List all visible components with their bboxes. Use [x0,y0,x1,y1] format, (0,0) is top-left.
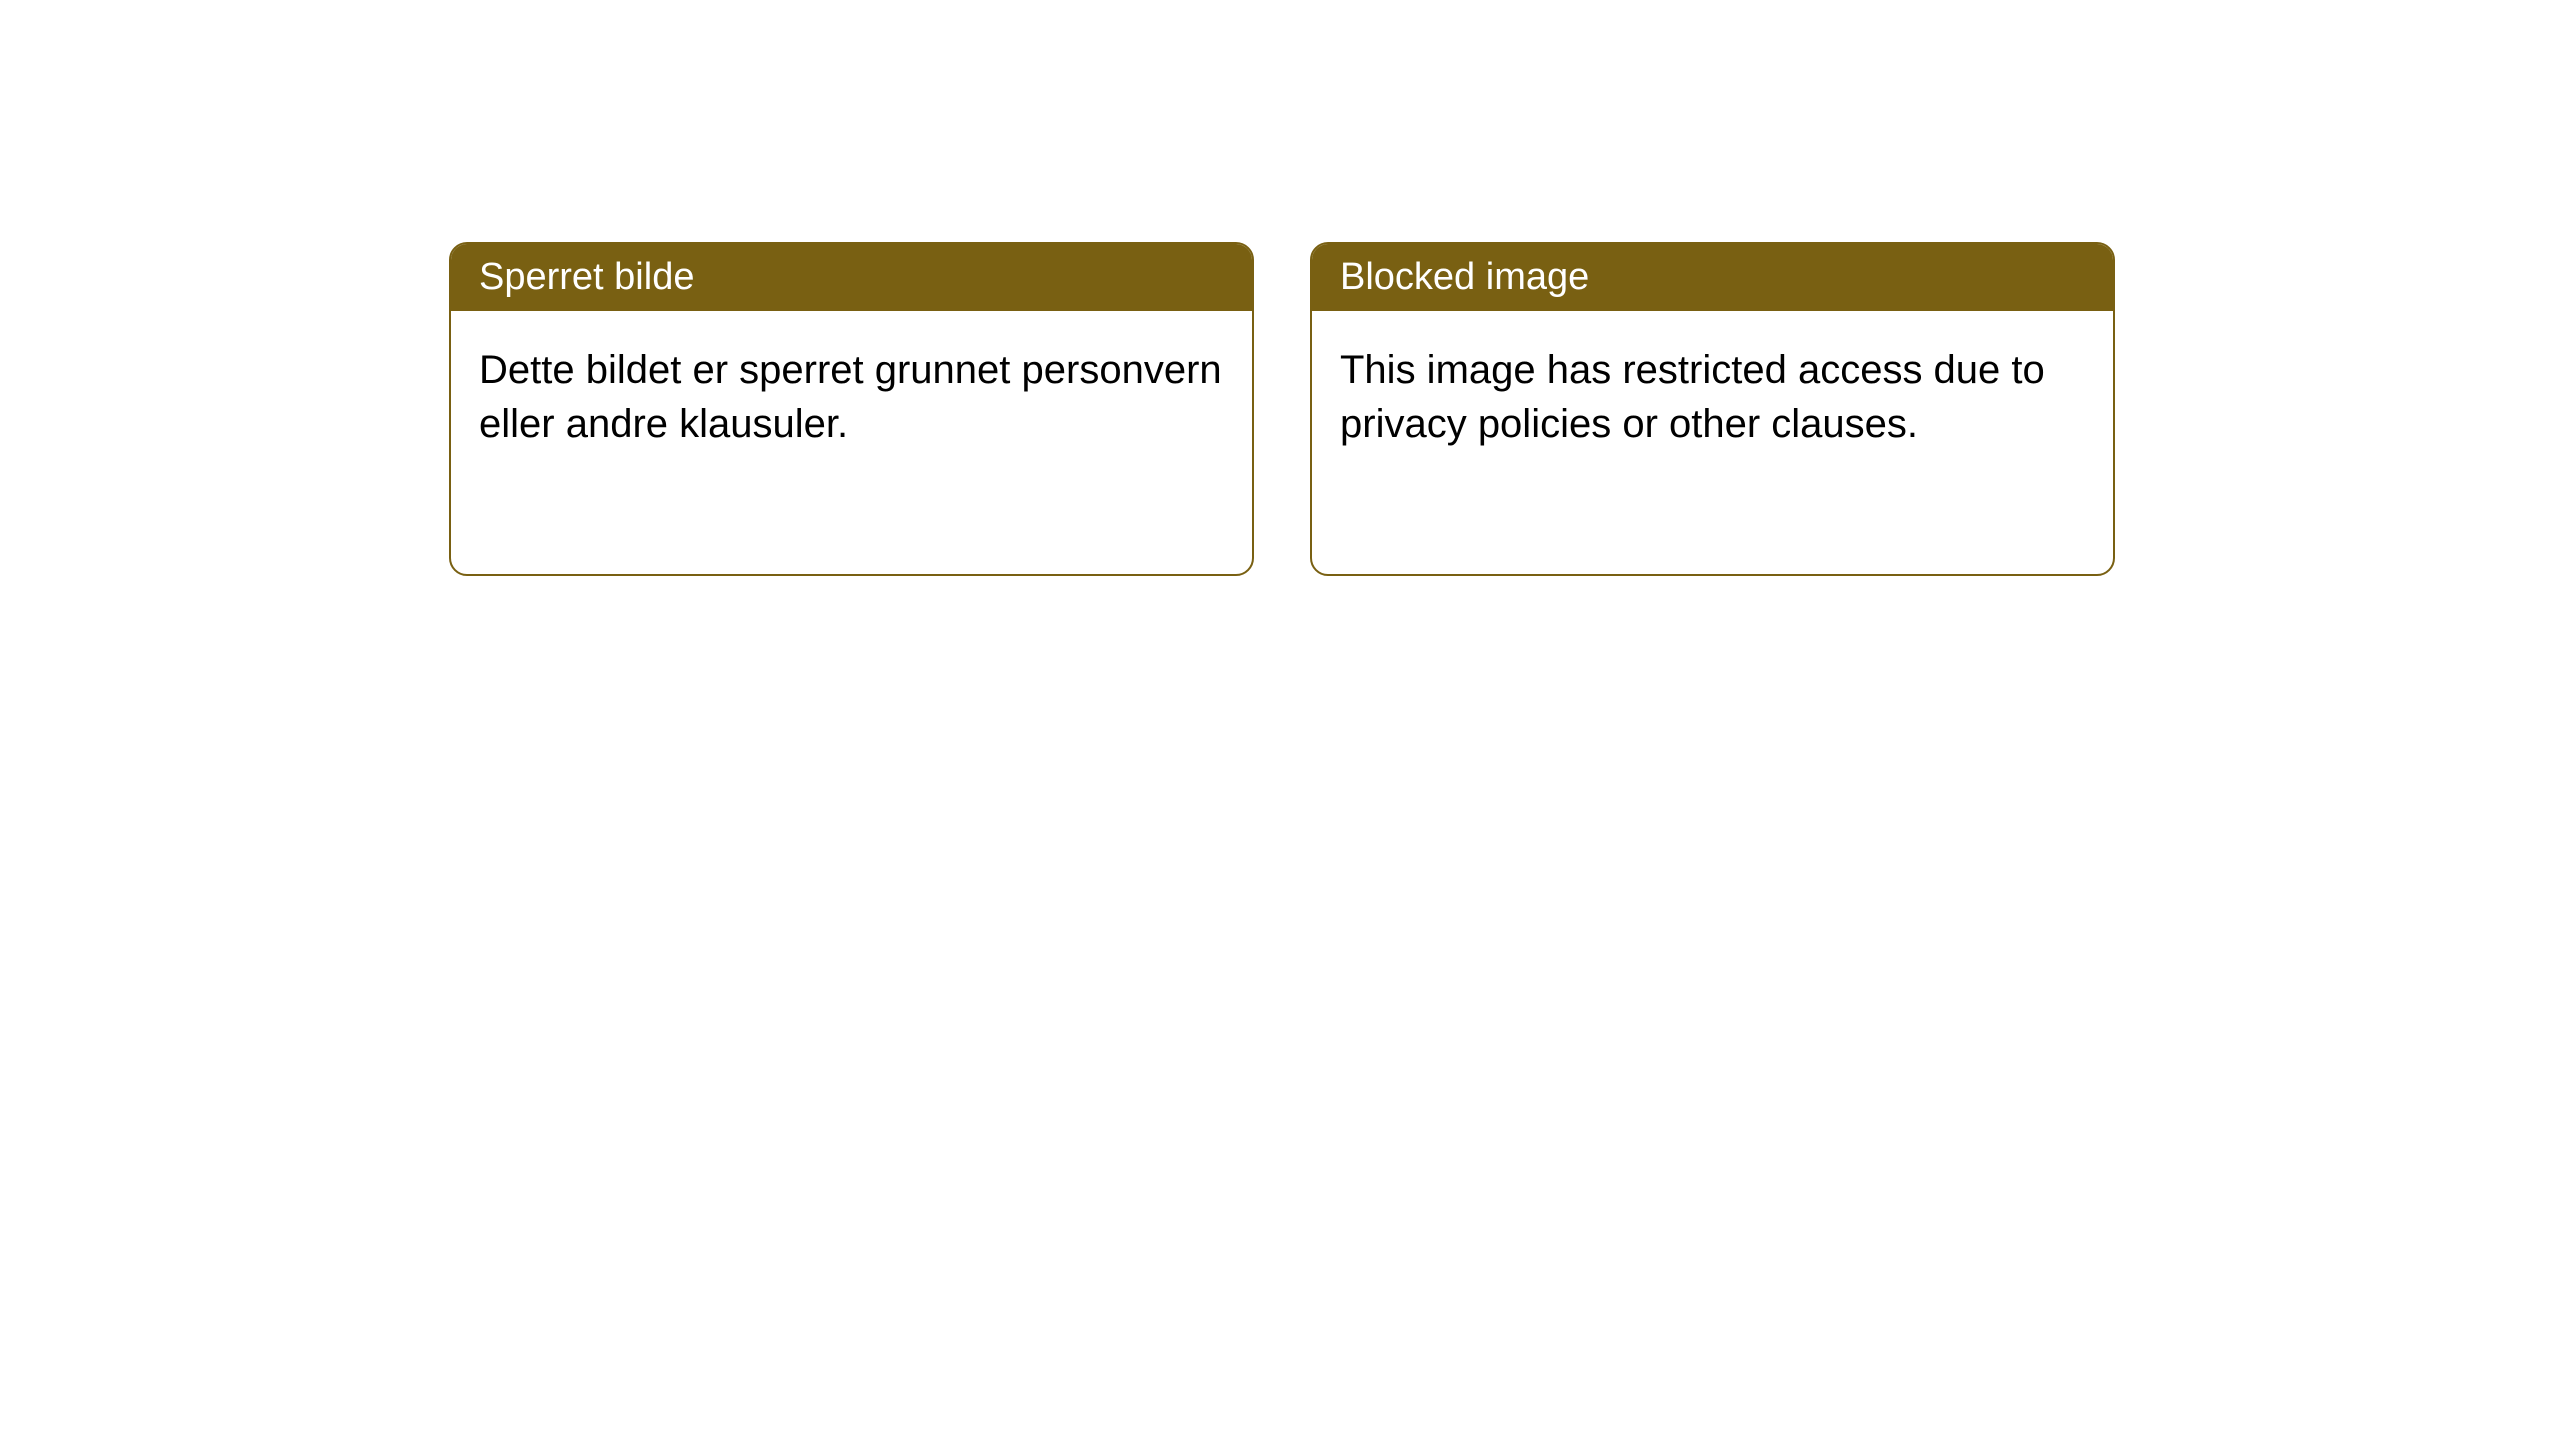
card-header-en: Blocked image [1312,244,2113,311]
card-header-no: Sperret bilde [451,244,1252,311]
card-body-text-en: This image has restricted access due to … [1340,348,2045,446]
card-body-text-no: Dette bildet er sperret grunnet personve… [479,348,1222,446]
card-title-en: Blocked image [1340,256,1589,298]
card-body-no: Dette bildet er sperret grunnet personve… [451,311,1252,483]
notice-card-en: Blocked image This image has restricted … [1310,242,2115,576]
cards-container: Sperret bilde Dette bildet er sperret gr… [449,242,2115,576]
notice-card-no: Sperret bilde Dette bildet er sperret gr… [449,242,1254,576]
card-body-en: This image has restricted access due to … [1312,311,2113,483]
card-title-no: Sperret bilde [479,256,694,298]
